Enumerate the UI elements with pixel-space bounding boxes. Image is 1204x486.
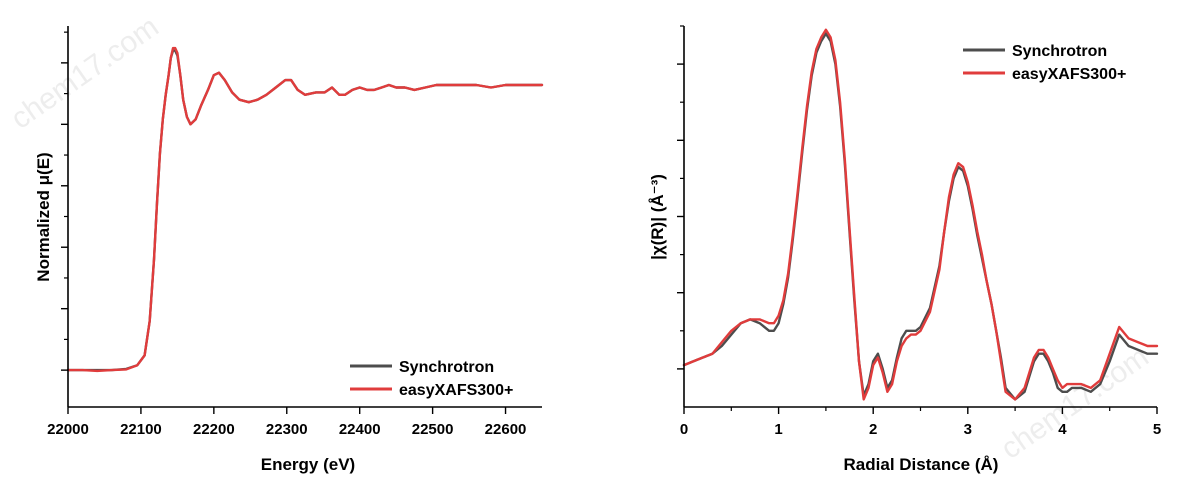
xanes-chart: 22000 22100 22200 22300 22400 22500 22600 Ener… [34, 26, 544, 474]
legend-label-easyxafs: easyXAFS300+ [1012, 66, 1126, 83]
xanes-x-tick-label: 22400 [339, 421, 381, 438]
ft-exafs-series-easyxafs-line [682, 28, 1159, 401]
xanes-x-tick-label: 22300 [266, 421, 308, 438]
legend-label-easyxafs: easyXAFS300+ [399, 382, 513, 399]
xanes-y-axis-title: Normalized μ(E) [34, 152, 53, 281]
ft-exafs-legend: Synchrotron easyXAFS300+ [963, 43, 1126, 83]
watermark-right: chem17.com [995, 340, 1155, 466]
ft-exafs-x-tick-label: 4 [1058, 421, 1067, 438]
xanes-x-tick-label: 22600 [485, 421, 527, 438]
ft-exafs-x-tick-label: 3 [964, 421, 972, 438]
xanes-x-tick-label: 22500 [412, 421, 454, 438]
xanes-x-tick-label: 22000 [47, 421, 89, 438]
ft-exafs-series-synchrotron-line [682, 32, 1159, 401]
xanes-series-easyxafs-line [66, 46, 544, 373]
legend-label-synchrotron: Synchrotron [399, 359, 494, 376]
ft-exafs-y-axis-title: |χ(R)| (Å⁻³) [648, 174, 667, 260]
xanes-series-synchrotron-line [66, 49, 544, 372]
xanes-x-axis-title: Energy (eV) [261, 455, 355, 474]
ft-exafs-x-tick-label: 5 [1153, 421, 1161, 438]
ft-exafs-x-tick-label: 0 [680, 421, 688, 438]
xanes-x-tick-label: 22100 [120, 421, 162, 438]
ft-exafs-plot-area: 0 1 2 3 4 5 [677, 25, 1161, 438]
watermark-left: chem17.com [5, 10, 165, 136]
xanes-x-tick-label: 22200 [193, 421, 235, 438]
legend-label-synchrotron: Synchrotron [1012, 43, 1107, 60]
ft-exafs-x-axis-title: Radial Distance (Å) [844, 455, 999, 474]
xanes-legend: Synchrotron easyXAFS300+ [350, 359, 513, 399]
xanes-plot-area: 22000 22100 22200 22300 22400 22500 22600 [47, 26, 544, 438]
ft-exafs-x-tick-label: 2 [869, 421, 877, 438]
ft-exafs-x-tick-label: 1 [774, 421, 782, 438]
